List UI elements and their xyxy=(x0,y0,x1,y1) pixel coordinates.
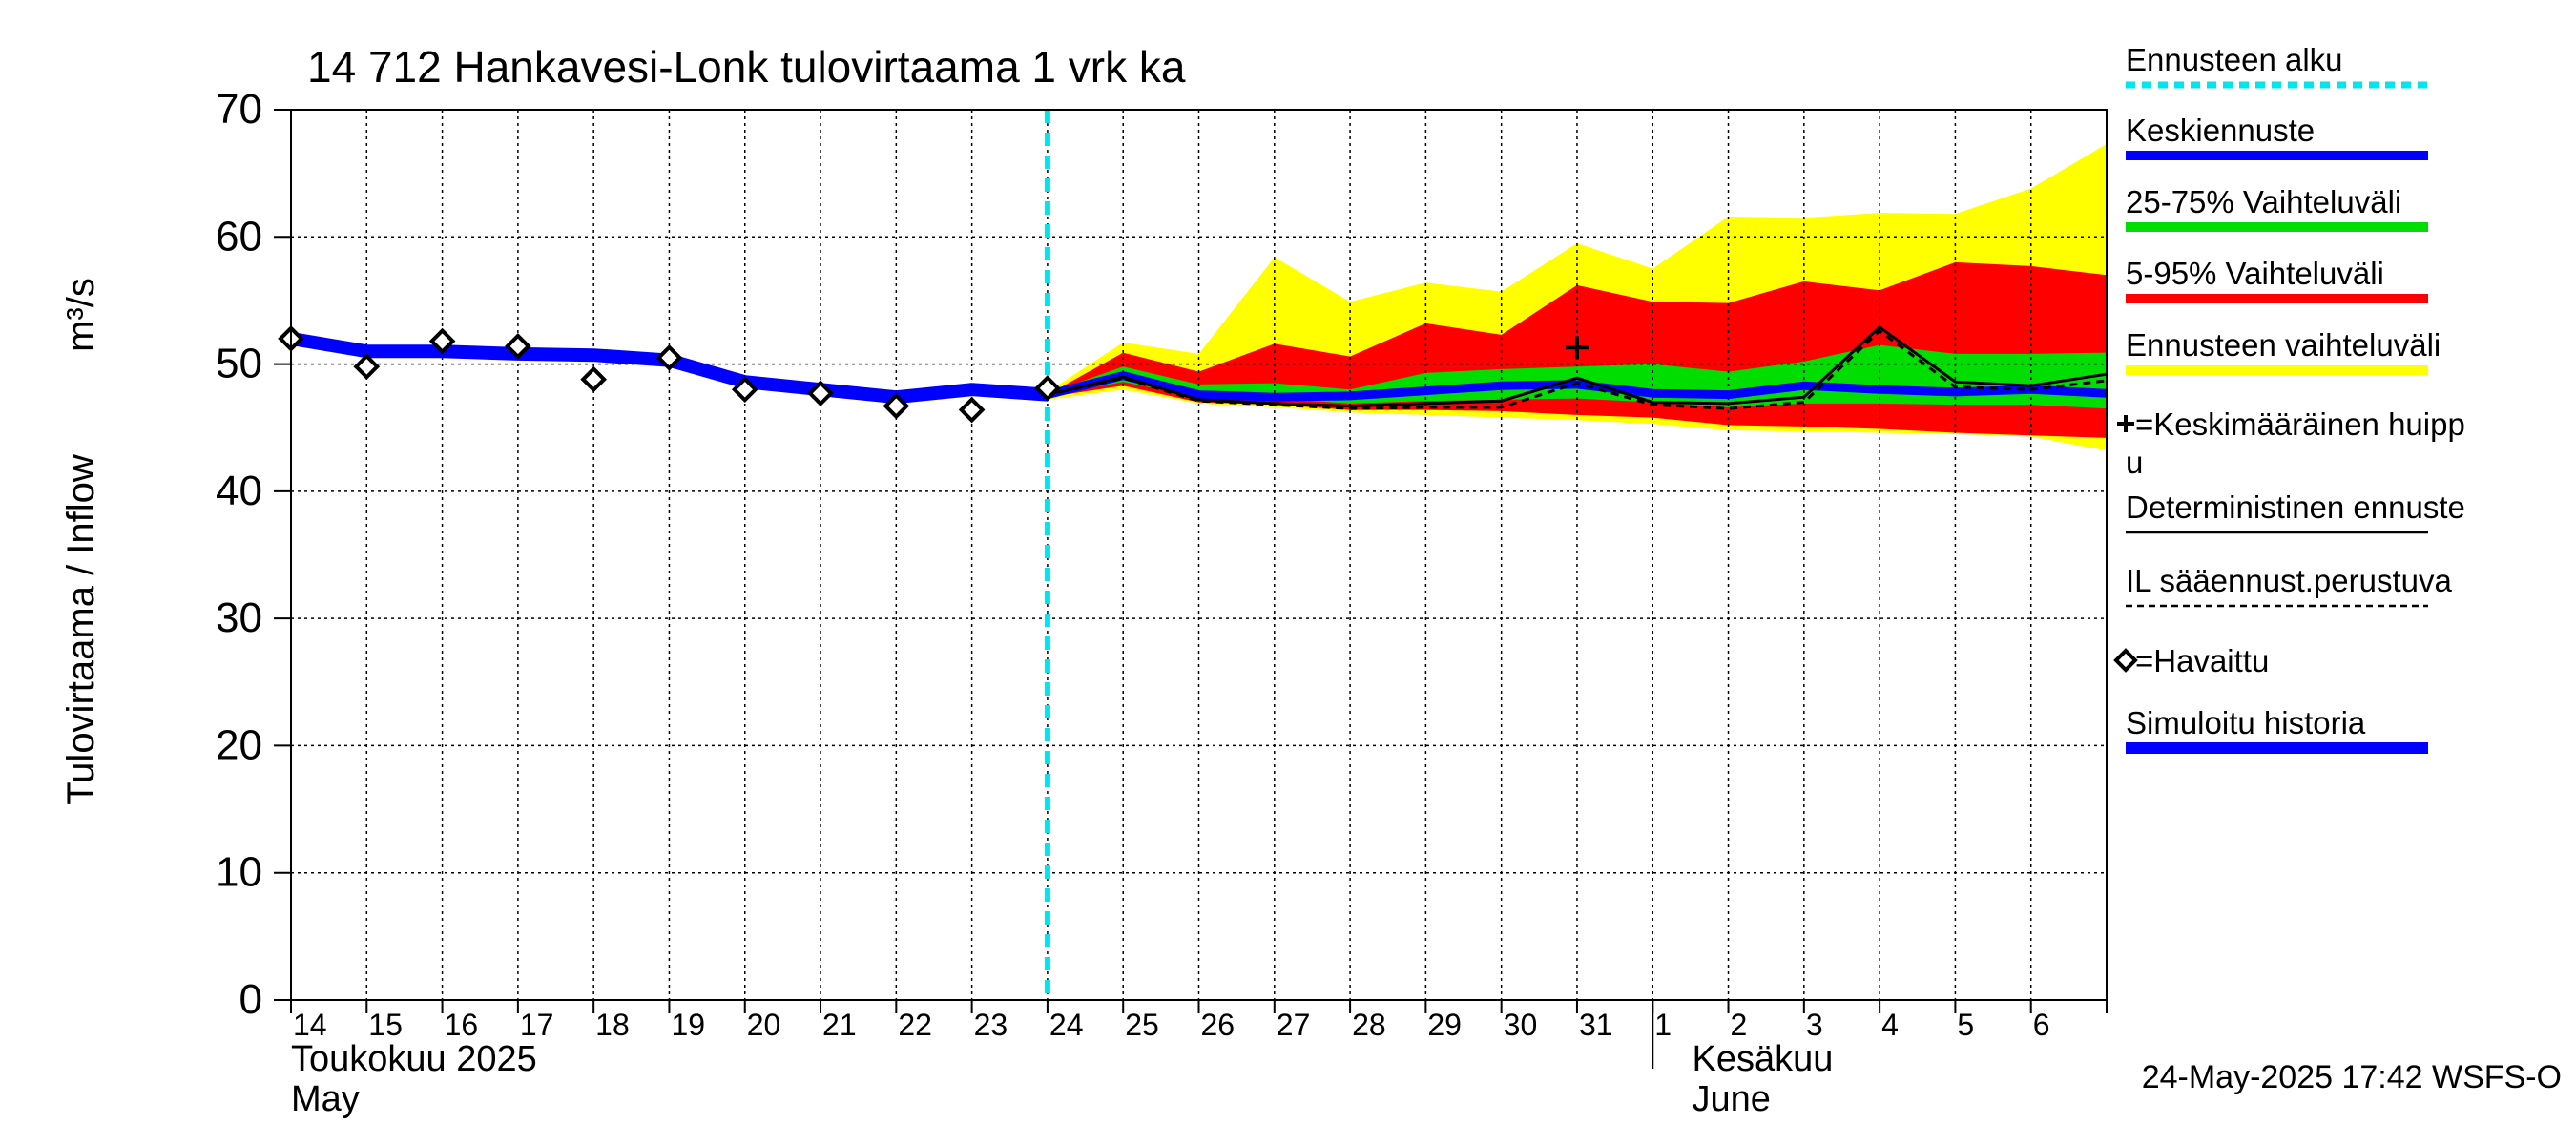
legend-item: Keskiennuste xyxy=(2126,113,2428,160)
y-axis-label-group: Tulovirtaama / Inflow m³/s xyxy=(60,278,102,805)
y-tick-label: 60 xyxy=(216,213,262,260)
x-tick-label: 14 xyxy=(293,1008,327,1042)
legend-label: Keskiennuste xyxy=(2126,113,2315,148)
x-tick-label: 21 xyxy=(822,1008,857,1042)
x-tick-label: 3 xyxy=(1806,1008,1823,1042)
y-tick-label: 40 xyxy=(216,468,262,514)
legend-item: =Havaittu xyxy=(2113,643,2269,678)
legend-item: Ennusteen alku xyxy=(2126,42,2428,89)
x-tick-label: 5 xyxy=(1957,1008,1974,1042)
month-label-en: June xyxy=(1693,1079,1771,1119)
y-tick-label: 70 xyxy=(216,86,262,133)
month-label-en: May xyxy=(291,1079,360,1119)
observed-point xyxy=(353,353,381,381)
x-tick-label: 19 xyxy=(671,1008,705,1042)
legend-item: 5-95% Vaihteluväli xyxy=(2126,256,2428,303)
legend-item: Simuloitu historia xyxy=(2126,705,2428,754)
x-tick-label: 25 xyxy=(1125,1008,1159,1042)
observed-point xyxy=(655,344,683,371)
x-tick-label: 17 xyxy=(520,1008,554,1042)
legend-item: Deterministinen ennuste xyxy=(2126,489,2465,534)
x-tick-label: 16 xyxy=(445,1008,479,1042)
x-tick-label: 23 xyxy=(974,1008,1008,1042)
y-tick-label: 50 xyxy=(216,341,262,387)
x-tick-label: 24 xyxy=(1049,1008,1084,1042)
chart-title: 14 712 Hankavesi-Lonk tulovirtaama 1 vrk… xyxy=(307,42,1186,92)
x-tick-label: 1 xyxy=(1654,1008,1672,1042)
observed-point xyxy=(505,333,531,360)
x-tick-label: 22 xyxy=(898,1008,932,1042)
observed-point xyxy=(580,365,607,393)
legend-label: 5-95% Vaihteluväli xyxy=(2126,256,2384,291)
legend-item: IL sääennust.perustuva xyxy=(2126,563,2452,608)
observed-point xyxy=(428,327,456,355)
legend-label: Simuloitu historia xyxy=(2126,705,2366,740)
x-tick-label: 15 xyxy=(368,1008,403,1042)
deterministic-forecast-line xyxy=(1047,324,2108,408)
observed-point xyxy=(731,376,758,404)
y-tick-label: 30 xyxy=(216,594,262,641)
x-tick-label: 30 xyxy=(1504,1008,1538,1042)
legend-item: Ennusteen vaihteluväli xyxy=(2126,327,2441,375)
observed-point xyxy=(807,380,834,407)
x-tick-label: 20 xyxy=(747,1008,781,1042)
x-tick-label: 6 xyxy=(2033,1008,2050,1042)
x-tick-label: 4 xyxy=(1881,1008,1899,1042)
x-tick-label: 2 xyxy=(1731,1008,1748,1042)
x-tick-label: 28 xyxy=(1352,1008,1386,1042)
legend-label: Ennusteen alku xyxy=(2126,42,2343,77)
timestamp: 24-May-2025 17:42 WSFS-O xyxy=(2142,1059,2562,1095)
legend-label: =Havaittu xyxy=(2135,643,2269,678)
observed-legend-icon xyxy=(2113,648,2138,673)
observed-point xyxy=(958,396,986,424)
legend-label: IL sääennust.perustuva xyxy=(2126,563,2452,598)
x-tick-label: 31 xyxy=(1579,1008,1613,1042)
observed-point xyxy=(883,392,910,420)
legend-item: 25-75% Vaihteluväli xyxy=(2126,184,2428,232)
legend-label-cont: u xyxy=(2126,445,2143,480)
legend-label: Ennusteen vaihteluväli xyxy=(2126,327,2441,363)
y-tick-label: 0 xyxy=(239,976,262,1023)
y-tick-label: 10 xyxy=(216,849,262,896)
legend-label: 25-75% Vaihteluväli xyxy=(2126,184,2401,219)
y-tick-label: 20 xyxy=(216,721,262,768)
x-tick-label: 27 xyxy=(1277,1008,1311,1042)
month-label-fi: Kesäkuu xyxy=(1693,1039,1834,1079)
y-axis-unit: m³/s xyxy=(60,278,102,352)
month-label-fi: Toukokuu 2025 xyxy=(291,1039,537,1079)
legend-label: =Keskimääräinen huipp xyxy=(2135,406,2465,442)
x-tick-label: 26 xyxy=(1201,1008,1236,1042)
mean-peak-marker xyxy=(1565,336,1589,360)
il-weather-forecast-line xyxy=(1047,328,2108,410)
y-axis-label: Tulovirtaama / Inflow xyxy=(60,454,102,805)
observed-point xyxy=(1034,375,1061,402)
x-tick-label: 29 xyxy=(1427,1008,1462,1042)
legend-label: Deterministinen ennuste xyxy=(2126,489,2465,525)
x-tick-label: 18 xyxy=(595,1008,630,1042)
